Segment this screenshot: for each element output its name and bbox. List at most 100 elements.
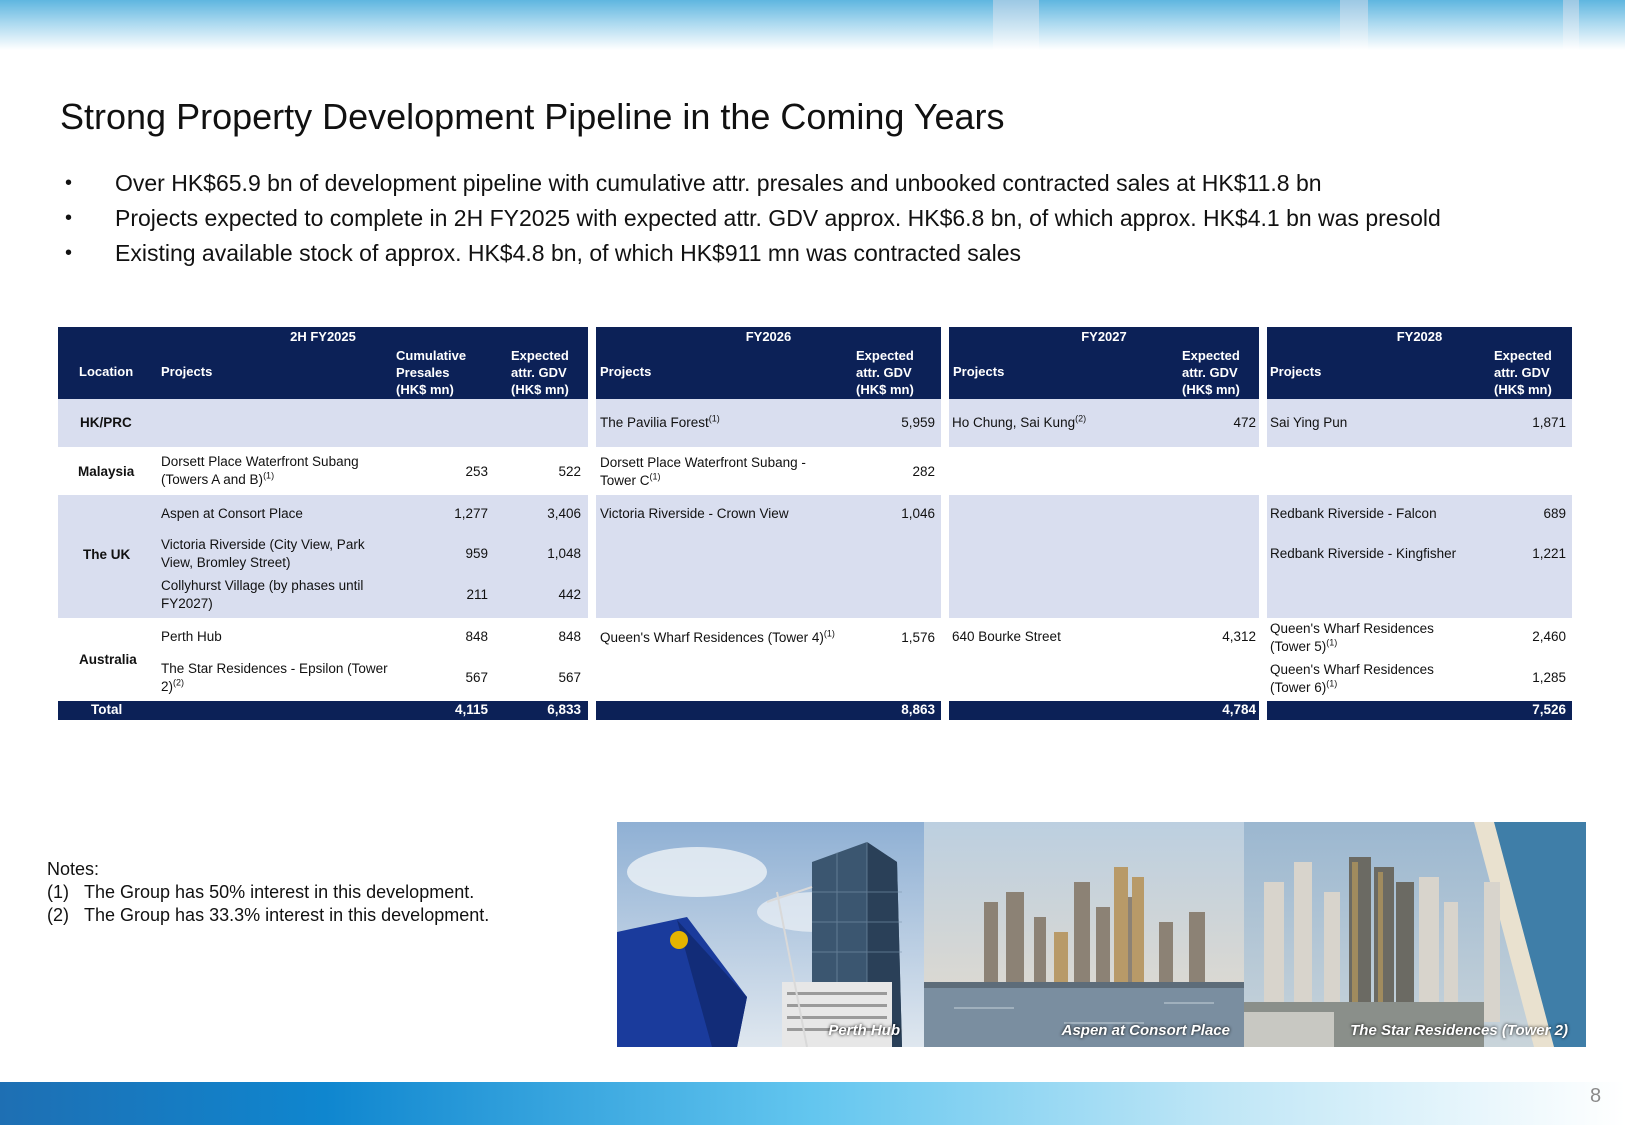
location-malaysia: Malaysia [78, 464, 135, 479]
row-malaysia [949, 447, 1259, 495]
project-name: The Pavilia Forest(1) [600, 413, 720, 430]
gdv-value: 3,406 [547, 506, 581, 521]
photo-perth-hub: Perth Hub [617, 822, 924, 1047]
row-hk: Ho Chung, Sai Kung(2) 472 [949, 399, 1259, 447]
total-row: 8,863 [596, 701, 941, 720]
page-number: 8 [1590, 1085, 1602, 1107]
row-uk [949, 495, 1259, 618]
gdv-value: 5,959 [901, 415, 935, 430]
top-band-block [1563, 0, 1579, 50]
presales-value: 567 [465, 670, 488, 685]
row-hk: The Pavilia Forest(1) 5,959 [596, 399, 941, 447]
project-name: Perth Hub [161, 629, 222, 644]
note-item: (1) The Group has 50% interest in this de… [47, 882, 475, 902]
project-name: Queen's Wharf Residences (Tower 5)(1) [1270, 621, 1434, 654]
gdv-value: 282 [912, 464, 935, 479]
gdv-header: Expected attr. GDV (HK$ mn) [511, 348, 569, 397]
row-hk: HK/PRC [58, 399, 588, 447]
presales-value: 211 [466, 587, 488, 602]
projects-header: Projects [161, 364, 213, 379]
aspen-image [924, 822, 1244, 1047]
top-band-block [993, 0, 1039, 50]
location-uk: The UK [83, 547, 131, 562]
table-header: FY2026 Projects Expected attr. GDV (HK$ mn… [596, 327, 941, 399]
gdv-value: 2,460 [1532, 629, 1566, 644]
row-australia: Queen's Wharf Residences (Tower 5)(1) 2,4… [1267, 618, 1572, 701]
gdv-value: 472 [1233, 415, 1256, 430]
row-uk: Victoria Riverside - Crown View 1,046 [596, 495, 941, 618]
row-malaysia: Malaysia Dorsett Place Waterfront Subang… [58, 447, 588, 495]
bullet-text: Projects expected to complete in 2H FY20… [115, 205, 1441, 231]
project-name: Collyhurst Village (by phases until FY202… [161, 578, 364, 611]
photo-aspen: Aspen at Consort Place [924, 822, 1244, 1047]
gdv-value: 567 [558, 670, 581, 685]
project-name: Redbank Riverside - Falcon [1270, 506, 1437, 521]
presales-value: 1,277 [454, 506, 488, 521]
bullet-list: • Over HK$65.9 bn of development pipeline… [65, 166, 1441, 271]
bullet-marker: • [65, 242, 73, 264]
row-uk: The UK Aspen at Consort Place 1,277 3,40… [58, 495, 588, 618]
period-label: FY2026 [745, 329, 792, 344]
total-row: 4,784 [949, 701, 1259, 720]
gdv-header: Expected attr. GDV (HK$ mn) [856, 348, 914, 397]
total-row: Total 4,115 6,833 [58, 701, 588, 720]
project-name: Ho Chung, Sai Kung(2) [952, 413, 1087, 430]
gdv-value: 1,285 [1532, 670, 1566, 685]
gdv-header: Expected attr. GDV (HK$ mn) [1182, 348, 1240, 397]
photo-caption: Perth Hub [828, 1022, 900, 1039]
page-title: Strong Property Development Pipeline in … [60, 96, 1005, 137]
total-gdv: 6,833 [547, 702, 581, 717]
projects-header: Projects [953, 364, 1005, 379]
period-label: FY2028 [1396, 329, 1443, 344]
bullet-item: • Over HK$65.9 bn of development pipeline… [65, 166, 1441, 201]
location-header: Location [79, 364, 134, 379]
gdv-value: 4,312 [1222, 629, 1256, 644]
total-gdv: 7,526 [1532, 702, 1566, 717]
project-name: Queen's Wharf Residences (Tower 4)(1) [600, 628, 835, 645]
table-header: FY2027 Projects Expected attr. GDV (HK$ mn… [949, 327, 1259, 399]
cum-presales-header: Cumulative Presales (HK$ mn) [396, 348, 467, 397]
project-name: Redbank Riverside - Kingfisher [1270, 546, 1457, 561]
projects-header: Projects [600, 364, 652, 379]
perth-hub-image [617, 822, 924, 1047]
bullet-text: Existing available stock of approx. HK$4… [115, 240, 1021, 266]
project-name: Victoria Riverside - Crown View [600, 506, 789, 521]
photo-caption: The Star Residences (Tower 2) [1350, 1022, 1568, 1039]
gdv-header: Expected attr. GDV (HK$ mn) [1494, 348, 1552, 397]
row-australia: Queen's Wharf Residences (Tower 4)(1) 1,… [596, 618, 941, 701]
period-label: FY2027 [1081, 329, 1127, 344]
row-hk: Sai Ying Pun 1,871 [1267, 399, 1572, 447]
project-name: Dorsett Place Waterfront Subang - Tower C… [600, 455, 806, 488]
gdv-value: 689 [1543, 506, 1566, 521]
photo-star-residences: The Star Residences (Tower 2) [1244, 822, 1586, 1047]
project-name: 640 Bourke Street [952, 629, 1061, 644]
presales-value: 848 [465, 629, 488, 644]
bullet-item: • Existing available stock of approx. HK$… [65, 236, 1441, 271]
gdv-value: 1,048 [547, 546, 581, 561]
table-fy2026: FY2026 Projects Expected attr. GDV (HK$ mn… [596, 327, 941, 720]
photo-strip: Perth Hub Aspen at Consort Place [617, 822, 1586, 1047]
location-hk: HK/PRC [80, 415, 132, 430]
row-australia: 640 Bourke Street 4,312 [949, 618, 1259, 701]
total-presales: 4,115 [454, 702, 488, 717]
bullet-item: • Projects expected to complete in 2H FY2… [65, 201, 1441, 236]
period-label: 2H FY2025 [290, 329, 356, 344]
location-australia: Australia [79, 652, 137, 667]
gdv-value: 1,576 [901, 630, 935, 645]
table-2h-fy2025: 2H FY2025 Location Projects Cumulative Pr… [58, 327, 588, 720]
table-header: FY2028 Projects Expected attr. GDV (HK$ mn… [1267, 327, 1572, 399]
gdv-value: 1,046 [901, 506, 935, 521]
total-label: Total [91, 702, 123, 717]
notes: Notes: (1) The Group has 50% interest in … [47, 858, 489, 927]
top-band-block [1340, 0, 1368, 50]
table-fy2027: FY2027 Projects Expected attr. GDV (HK$ mn… [949, 327, 1259, 720]
gdv-value: 1,221 [1532, 546, 1566, 561]
total-row: 7,526 [1267, 701, 1572, 720]
project-name: Queen's Wharf Residences (Tower 6)(1) [1270, 662, 1434, 695]
gdv-value: 1,871 [1532, 415, 1566, 430]
gdv-value: 442 [558, 587, 581, 602]
presales-value: 253 [465, 464, 488, 479]
bullet-marker: • [65, 172, 73, 194]
projects-header: Projects [1270, 364, 1322, 379]
project-name: Victoria Riverside (City View, Park View,… [161, 537, 365, 570]
